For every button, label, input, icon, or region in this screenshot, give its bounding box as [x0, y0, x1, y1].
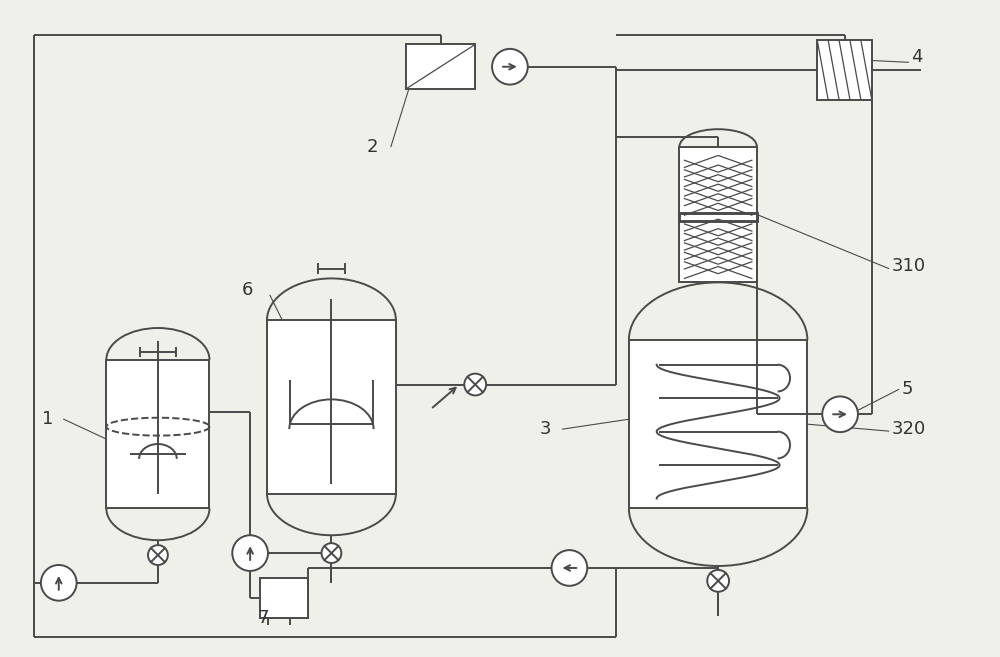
Bar	[679, 214, 757, 221]
Bar	[106, 360, 209, 509]
Text: 6: 6	[242, 281, 254, 300]
Text: 4: 4	[911, 49, 923, 66]
Bar	[817, 41, 872, 100]
Circle shape	[552, 550, 587, 586]
Bar	[406, 45, 475, 89]
Circle shape	[822, 396, 858, 432]
Text: 3: 3	[540, 420, 551, 438]
Circle shape	[464, 374, 486, 396]
Bar	[267, 320, 396, 493]
Text: 7: 7	[257, 608, 269, 627]
Text: 310: 310	[892, 256, 926, 275]
Text: 2: 2	[366, 137, 378, 156]
Text: 1: 1	[42, 410, 53, 428]
Text: 5: 5	[902, 380, 913, 399]
Circle shape	[148, 545, 168, 565]
Bar	[629, 340, 807, 509]
Circle shape	[492, 49, 528, 85]
Circle shape	[232, 535, 268, 571]
Circle shape	[322, 543, 341, 563]
Circle shape	[41, 565, 77, 600]
Circle shape	[707, 570, 729, 592]
Bar	[260, 578, 308, 618]
Bar	[679, 147, 757, 283]
Text: 320: 320	[892, 420, 926, 438]
